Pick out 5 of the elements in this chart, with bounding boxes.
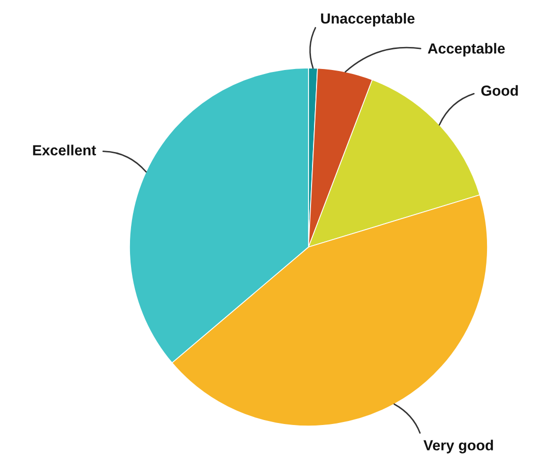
slice-label: Unacceptable	[321, 12, 415, 27]
slice-label: Very good	[423, 440, 493, 454]
slice-label: Good	[481, 85, 518, 96]
slice-label: Acceptable	[428, 42, 505, 57]
slice-label: Excellent	[33, 144, 96, 156]
